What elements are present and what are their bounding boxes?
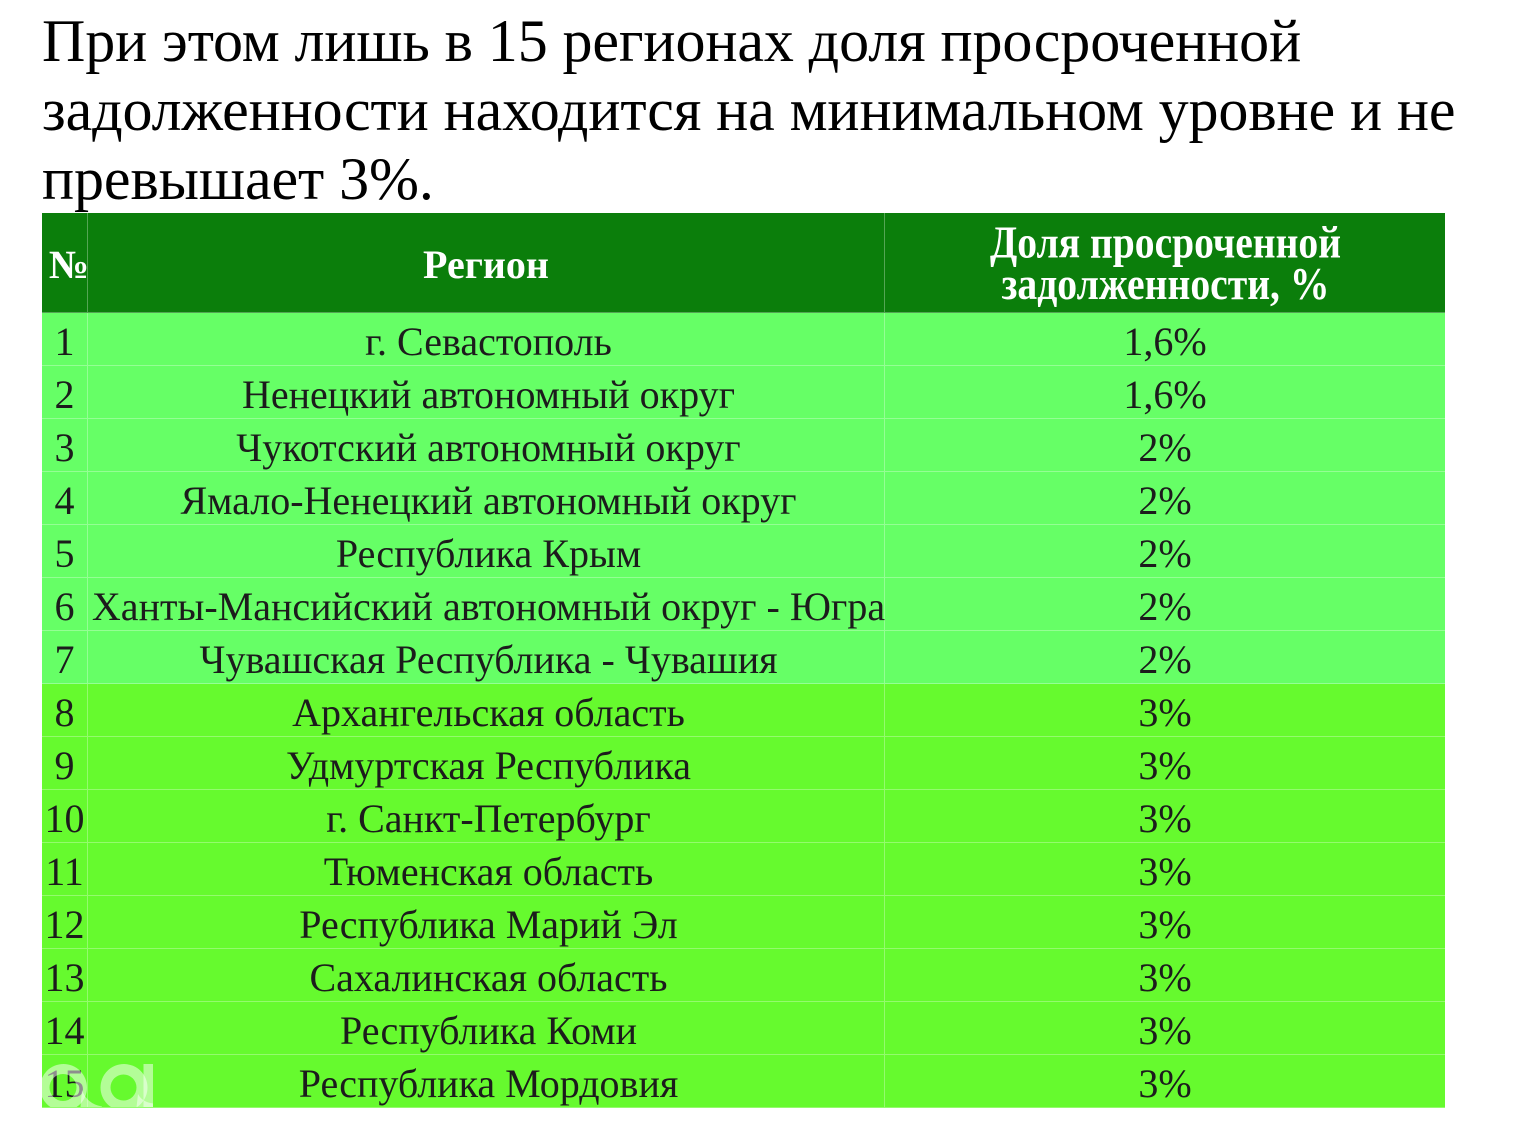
- svg-text:Доля просроченной: Доля просроченной: [990, 216, 1341, 267]
- svg-text:задолженности, %: задолженности, %: [1001, 258, 1329, 309]
